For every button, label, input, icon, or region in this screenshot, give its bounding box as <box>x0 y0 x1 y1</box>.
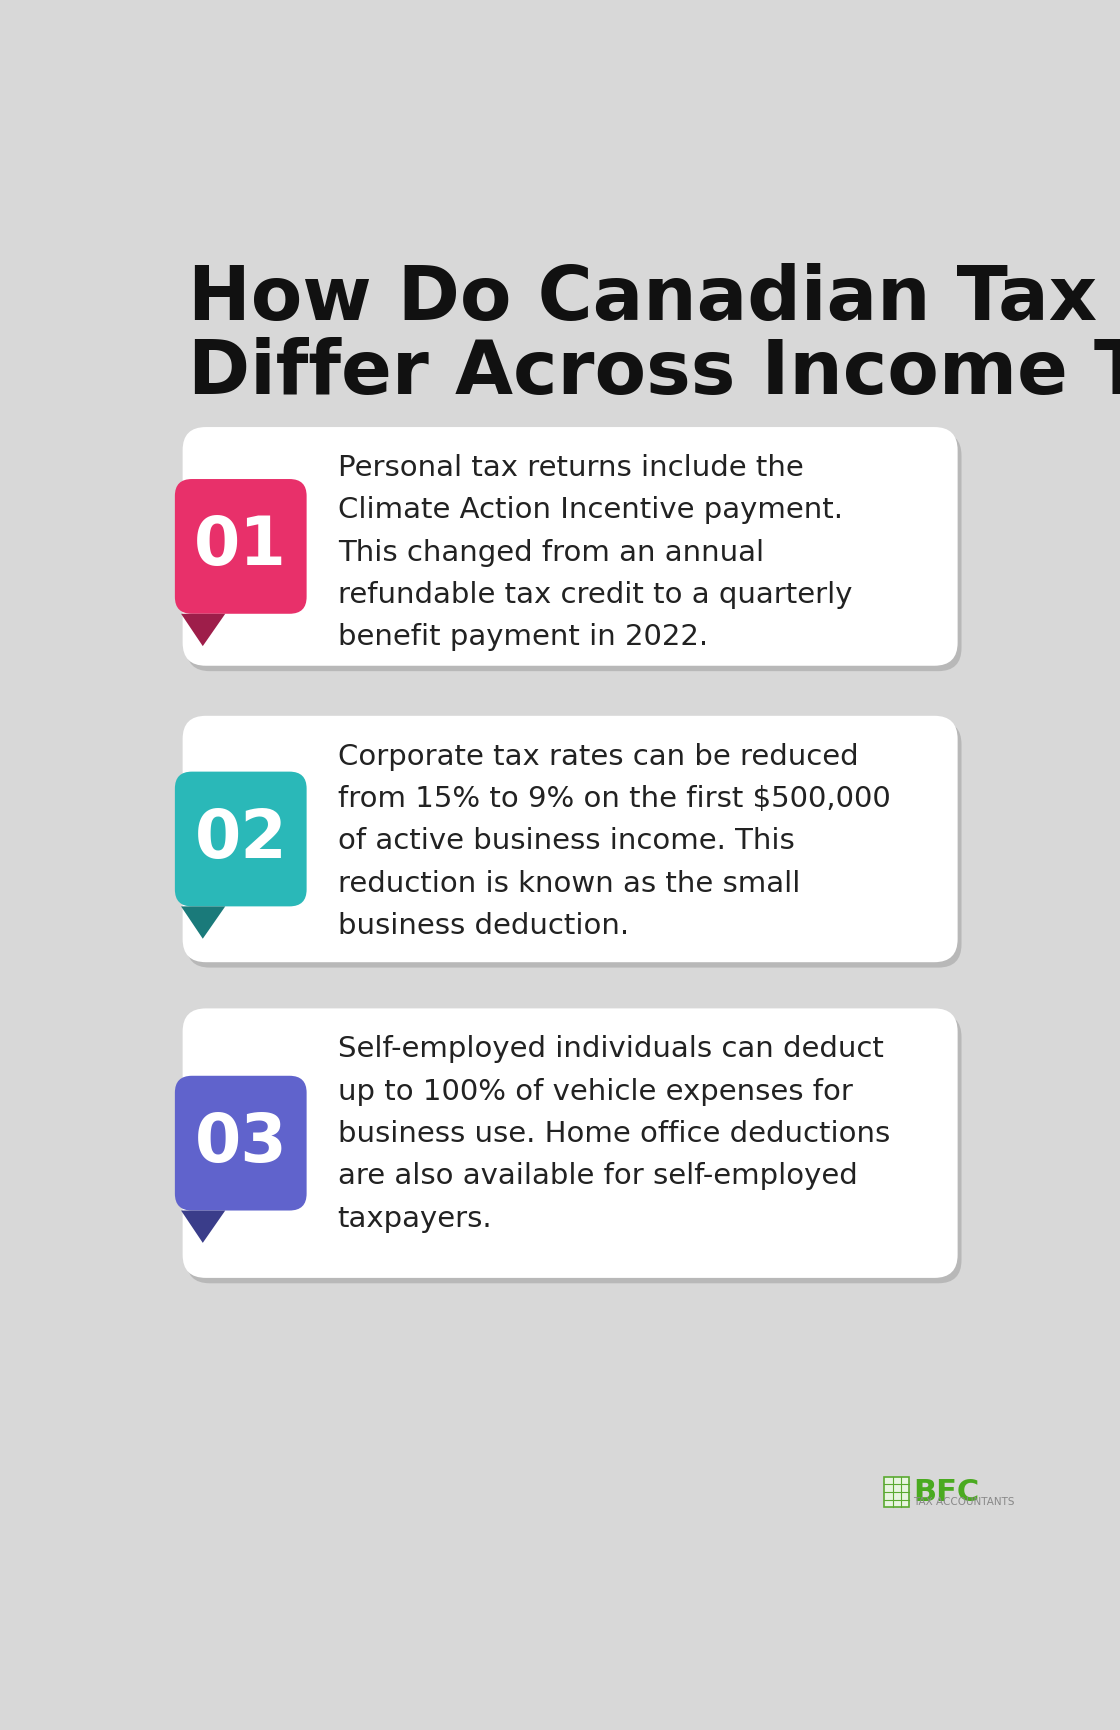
FancyBboxPatch shape <box>183 1009 958 1278</box>
FancyBboxPatch shape <box>175 1076 307 1211</box>
FancyBboxPatch shape <box>175 479 307 614</box>
Text: TAX ACCOUNTANTS: TAX ACCOUNTANTS <box>914 1496 1015 1507</box>
FancyBboxPatch shape <box>187 721 961 967</box>
Text: How Do Canadian Tax Rates: How Do Canadian Tax Rates <box>188 263 1120 336</box>
Text: 01: 01 <box>194 514 287 580</box>
Text: Differ Across Income Types?: Differ Across Income Types? <box>188 337 1120 410</box>
Text: Personal tax returns include the
Climate Action Incentive payment.
This changed : Personal tax returns include the Climate… <box>337 453 852 650</box>
Text: 03: 03 <box>195 1111 287 1176</box>
FancyBboxPatch shape <box>175 772 307 907</box>
FancyBboxPatch shape <box>187 432 961 671</box>
Polygon shape <box>181 907 225 939</box>
Text: Self-employed individuals can deduct
up to 100% of vehicle expenses for
business: Self-employed individuals can deduct up … <box>337 1035 890 1232</box>
Text: 02: 02 <box>195 806 287 872</box>
FancyBboxPatch shape <box>183 427 958 666</box>
Polygon shape <box>181 614 225 645</box>
Text: BFC: BFC <box>914 1477 980 1507</box>
FancyBboxPatch shape <box>187 1014 961 1284</box>
FancyBboxPatch shape <box>884 1477 908 1507</box>
FancyBboxPatch shape <box>183 716 958 962</box>
Text: Corporate tax rates can be reduced
from 15% to 9% on the first $500,000
of activ: Corporate tax rates can be reduced from … <box>337 742 890 939</box>
Polygon shape <box>181 1211 225 1242</box>
